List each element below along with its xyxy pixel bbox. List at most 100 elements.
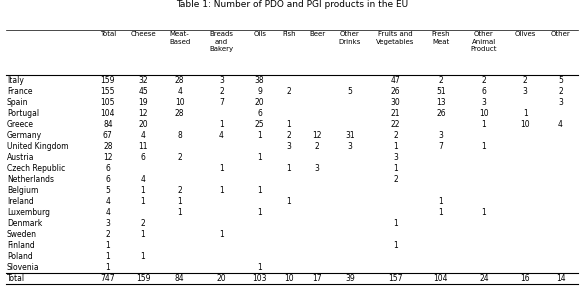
Text: 1: 1: [481, 120, 486, 129]
Text: 104: 104: [434, 274, 448, 283]
Text: Other
Animal
Product: Other Animal Product: [471, 31, 497, 52]
Text: 10: 10: [175, 98, 185, 107]
Text: 2: 2: [315, 142, 319, 151]
Text: Beer: Beer: [309, 31, 325, 37]
Text: 1: 1: [141, 186, 145, 195]
Text: 45: 45: [138, 87, 148, 96]
Text: 1: 1: [219, 164, 224, 173]
Text: Finland: Finland: [7, 241, 34, 250]
Text: Belgium: Belgium: [7, 186, 39, 195]
Text: 1: 1: [219, 186, 224, 195]
Text: 17: 17: [312, 274, 322, 283]
Text: 2: 2: [481, 76, 486, 85]
Text: 4: 4: [178, 87, 182, 96]
Text: 6: 6: [105, 175, 110, 184]
Text: 26: 26: [391, 87, 400, 96]
Text: 22: 22: [391, 120, 400, 129]
Text: 26: 26: [436, 109, 446, 118]
Text: Oils: Oils: [253, 31, 266, 37]
Text: 1: 1: [481, 142, 486, 151]
Text: 3: 3: [347, 142, 352, 151]
Text: 6: 6: [105, 164, 110, 173]
Text: 6: 6: [481, 87, 486, 96]
Text: 105: 105: [100, 98, 115, 107]
Text: 4: 4: [141, 131, 145, 140]
Text: 51: 51: [436, 87, 446, 96]
Text: 1: 1: [481, 208, 486, 217]
Text: 3: 3: [558, 98, 563, 107]
Text: 20: 20: [255, 98, 265, 107]
Text: 10: 10: [520, 120, 530, 129]
Text: 1: 1: [258, 153, 262, 162]
Text: 7: 7: [439, 142, 443, 151]
Text: 1: 1: [141, 197, 145, 206]
Text: 20: 20: [217, 274, 227, 283]
Text: 1: 1: [141, 252, 145, 261]
Text: 1: 1: [439, 208, 443, 217]
Text: 2: 2: [219, 87, 224, 96]
Text: 39: 39: [345, 274, 355, 283]
Text: Czech Republic: Czech Republic: [7, 164, 65, 173]
Text: Fruits and
Vegetables: Fruits and Vegetables: [376, 31, 415, 45]
Text: Slovenia: Slovenia: [7, 263, 40, 272]
Text: 747: 747: [100, 274, 115, 283]
Text: 1: 1: [393, 219, 398, 228]
Text: 1: 1: [258, 186, 262, 195]
Text: 11: 11: [138, 142, 148, 151]
Text: 159: 159: [100, 76, 115, 85]
Text: 31: 31: [345, 131, 354, 140]
Text: 30: 30: [391, 98, 401, 107]
Text: Sweden: Sweden: [7, 230, 37, 239]
Text: Olives: Olives: [515, 31, 536, 37]
Text: 25: 25: [255, 120, 265, 129]
Text: 3: 3: [219, 76, 224, 85]
Text: 3: 3: [393, 153, 398, 162]
Text: 24: 24: [479, 274, 489, 283]
Text: Total: Total: [100, 31, 116, 37]
Text: 47: 47: [391, 76, 401, 85]
Text: 13: 13: [436, 98, 446, 107]
Text: 32: 32: [138, 76, 148, 85]
Text: 28: 28: [175, 109, 185, 118]
Text: 10: 10: [479, 109, 489, 118]
Text: 4: 4: [105, 197, 110, 206]
Text: 3: 3: [439, 131, 443, 140]
Text: Denmark: Denmark: [7, 219, 42, 228]
Text: 2: 2: [178, 186, 182, 195]
Text: 5: 5: [105, 186, 110, 195]
Text: Portugal: Portugal: [7, 109, 39, 118]
Text: Ireland: Ireland: [7, 197, 34, 206]
Text: Germany: Germany: [7, 131, 42, 140]
Text: Luxemburg: Luxemburg: [7, 208, 50, 217]
Text: 12: 12: [312, 131, 322, 140]
Text: Other: Other: [551, 31, 571, 37]
Text: 157: 157: [388, 274, 403, 283]
Text: 1: 1: [258, 131, 262, 140]
Text: 1: 1: [106, 252, 110, 261]
Text: Netherlands: Netherlands: [7, 175, 54, 184]
Text: 9: 9: [258, 87, 262, 96]
Text: 4: 4: [141, 175, 145, 184]
Text: 2: 2: [106, 230, 110, 239]
Text: 155: 155: [100, 87, 115, 96]
Text: 2: 2: [439, 76, 443, 85]
Text: 7: 7: [219, 98, 224, 107]
Text: 1: 1: [287, 197, 291, 206]
Text: 1: 1: [106, 241, 110, 250]
Text: 28: 28: [103, 142, 113, 151]
Text: 3: 3: [105, 219, 110, 228]
Text: 6: 6: [258, 109, 262, 118]
Text: 1: 1: [287, 120, 291, 129]
Text: 5: 5: [347, 87, 352, 96]
Text: 103: 103: [252, 274, 267, 283]
Text: Other
Drinks: Other Drinks: [339, 31, 361, 45]
Text: Table 1: Number of PDO and PGI products in the EU: Table 1: Number of PDO and PGI products …: [176, 0, 408, 9]
Text: 8: 8: [178, 131, 182, 140]
Text: 4: 4: [105, 208, 110, 217]
Text: 1: 1: [393, 142, 398, 151]
Text: Total: Total: [7, 274, 25, 283]
Text: 1: 1: [106, 263, 110, 272]
Text: Austria: Austria: [7, 153, 34, 162]
Text: 1: 1: [393, 241, 398, 250]
Text: France: France: [7, 87, 33, 96]
